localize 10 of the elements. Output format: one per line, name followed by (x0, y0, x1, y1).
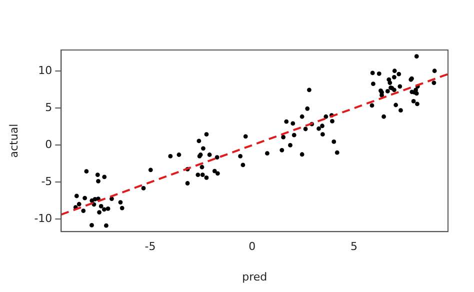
y-tick-label: 10 (38, 64, 52, 78)
y-tick-label: 0 (45, 138, 52, 152)
x-tick-label: -5 (144, 240, 156, 254)
y-tick-label: 5 (45, 101, 52, 114)
y-tick-label: -10 (34, 212, 52, 226)
y-axis-title: actual (7, 124, 20, 158)
x-axis-title: pred (242, 270, 268, 284)
x-tick-label: 0 (248, 240, 256, 254)
y-tick-label: -5 (41, 175, 52, 188)
x-tick-label: 5 (350, 240, 358, 254)
